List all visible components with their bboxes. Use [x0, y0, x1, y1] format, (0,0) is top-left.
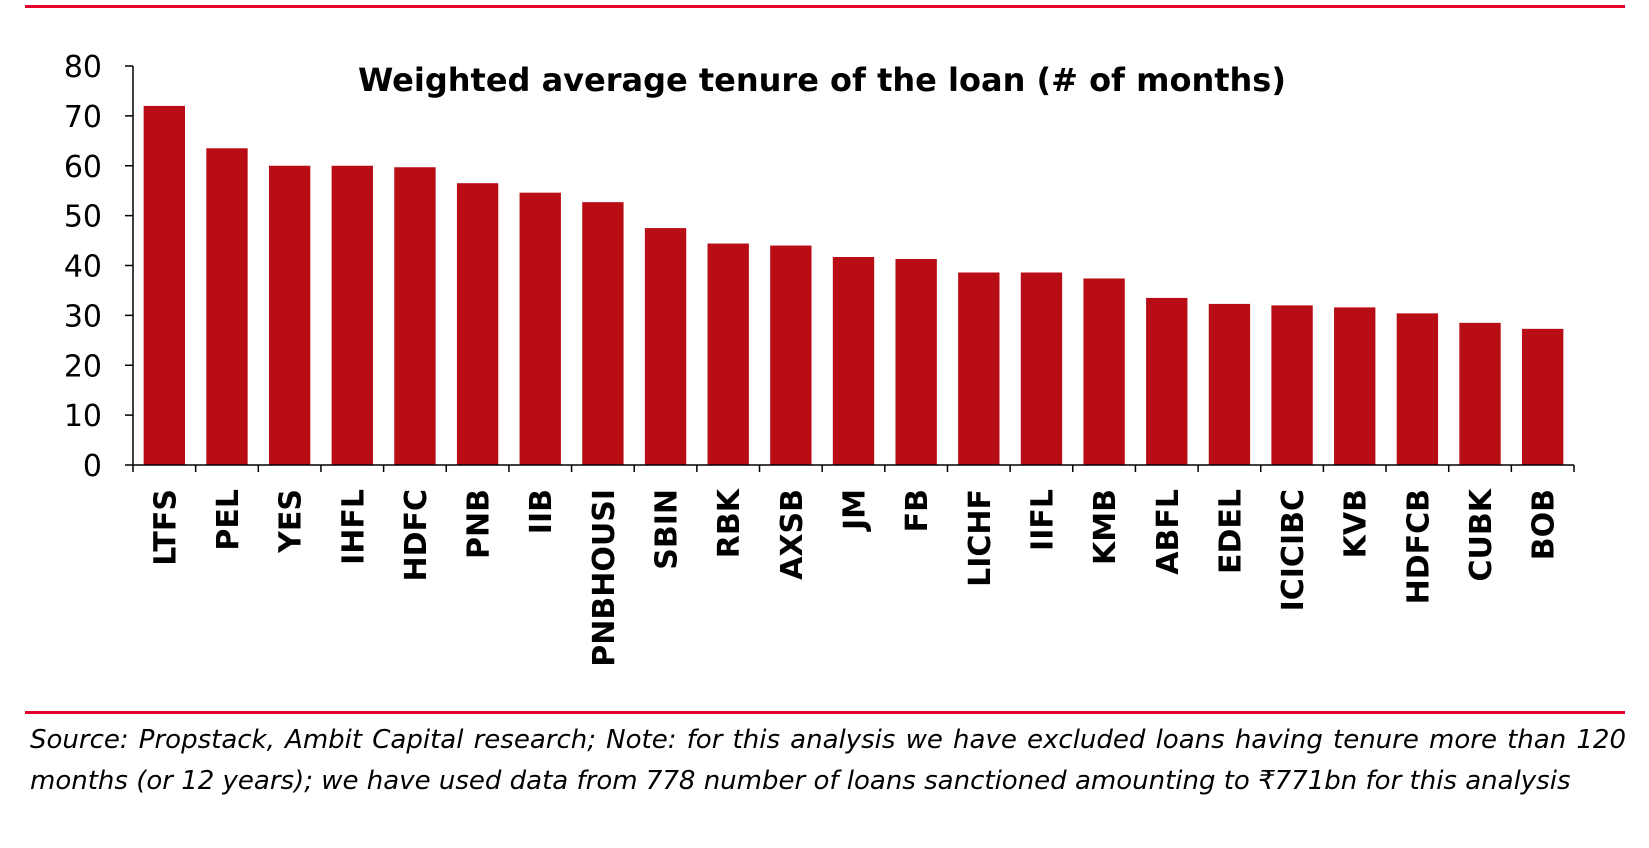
x-tick-label: SBIN	[650, 489, 685, 570]
y-tick-label: 20	[64, 349, 102, 384]
x-tick-label: PNB	[462, 489, 497, 559]
bar-edel	[1208, 303, 1251, 465]
x-tick-label: ICICIBC	[1276, 489, 1311, 611]
bar-icicibc	[1271, 305, 1313, 465]
bar-iib	[519, 192, 561, 465]
y-axis: 0 10 20 30 40 50 60 70 80	[64, 50, 134, 484]
x-tick-label: HDFC	[399, 489, 434, 582]
x-tick-label: HDFCB	[1401, 489, 1436, 604]
x-tick-label: KVB	[1339, 489, 1374, 558]
x-tick-label: AXSB	[775, 489, 810, 580]
bar-rbk	[707, 243, 749, 465]
y-tick-label: 30	[64, 299, 102, 334]
bar-sbin	[644, 228, 687, 465]
bar-fb	[895, 259, 937, 465]
bar-ltfs	[143, 105, 186, 466]
y-tick-label: 10	[64, 399, 102, 434]
bar-chart: Weighted average tenure of the loan (# o…	[64, 50, 1575, 667]
bar-hdfc	[394, 167, 436, 465]
x-tick-label: FB	[900, 489, 935, 532]
chart-title: Weighted average tenure of the loan (# o…	[358, 61, 1286, 99]
x-tick-label: LICHF	[963, 489, 998, 587]
bar-abfl	[1146, 297, 1188, 465]
x-tick-label: BOB	[1527, 489, 1562, 560]
x-tick-label: LTFS	[148, 489, 183, 566]
x-tick-label: KMB	[1088, 489, 1123, 565]
bar-cubk	[1459, 322, 1501, 465]
x-tick-label: IHFL	[336, 489, 371, 565]
x-axis-labels: LTFS PEL YES IHFL HDFC PNB IIB PNBHOUSI SBIN RBK A…	[148, 487, 1561, 666]
x-tick-label: CUBK	[1464, 487, 1499, 581]
bar-iifl	[1020, 272, 1063, 465]
x-tick-label: JM	[838, 489, 873, 532]
bar-kmb	[1083, 278, 1125, 465]
bar-pnbhousi	[582, 202, 624, 465]
x-axis	[132, 464, 1575, 472]
bar-hdfcb	[1396, 313, 1439, 465]
y-tick-label: 50	[64, 200, 102, 235]
y-tick-label: 80	[64, 50, 102, 85]
y-tick-label: 0	[83, 449, 102, 484]
x-tick-label: IIB	[524, 489, 559, 534]
bar-jm	[832, 257, 875, 465]
y-tick-label: 60	[64, 150, 102, 185]
bar-pnb	[456, 183, 499, 466]
y-tick-label: 40	[64, 250, 102, 285]
x-tick-label: PEL	[211, 489, 246, 551]
x-tick-label: IIFL	[1025, 489, 1060, 551]
bar-yes	[268, 165, 311, 465]
bar-lichf	[958, 272, 1000, 465]
y-tick-label: 70	[64, 100, 102, 135]
x-tick-label: PNBHOUSI	[587, 489, 622, 667]
footnote-rule	[25, 711, 1625, 714]
bar-kvb	[1334, 307, 1376, 465]
x-tick-label: EDEL	[1213, 489, 1248, 574]
bar-bob	[1521, 328, 1564, 465]
x-tick-label: YES	[274, 489, 309, 554]
x-tick-label: ABFL	[1151, 489, 1186, 575]
top-rule	[25, 5, 1625, 8]
source-note: Source: Propstack, Ambit Capital researc…	[30, 725, 1626, 796]
x-tick-label: RBK	[712, 487, 747, 558]
bar-axsb	[770, 245, 812, 465]
bar-ihfl	[331, 165, 373, 465]
bars	[143, 105, 1564, 466]
bar-pel	[206, 148, 248, 465]
